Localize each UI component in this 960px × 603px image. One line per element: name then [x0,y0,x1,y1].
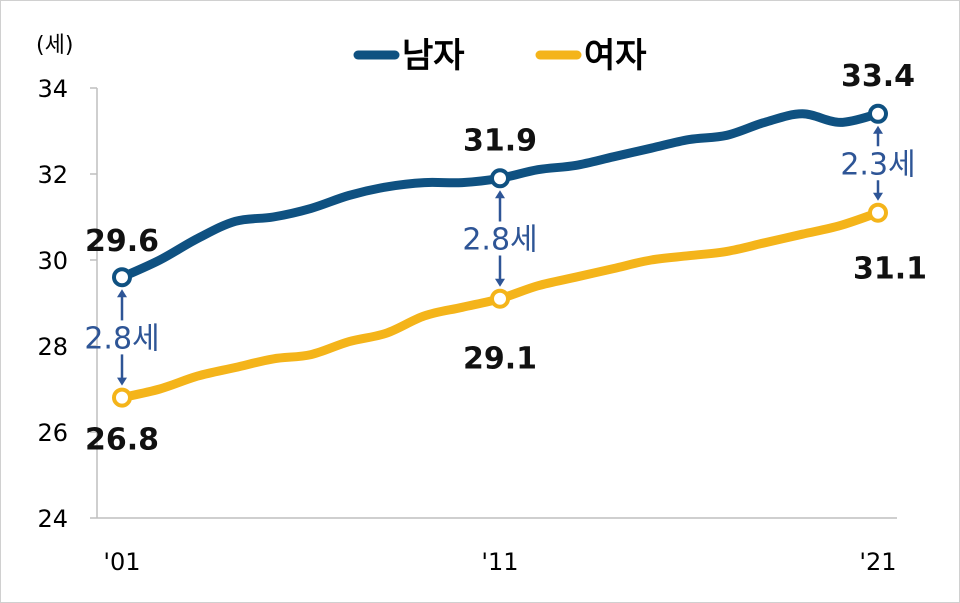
legend: 남자 여자 [353,36,647,76]
gap-arrow-head-down [117,377,127,386]
data-label-male: 33.4 [841,59,915,94]
y-tick-label: 26 [37,419,68,447]
x-tick-label: '21 [859,548,896,576]
x-tick-label: '01 [103,548,140,576]
data-point-male [868,103,888,124]
data-label-female: 31.1 [853,252,927,287]
gap-arrow-head-up [495,190,505,199]
data-label-male: 29.6 [85,224,159,259]
gap-arrow-head-down [873,192,883,201]
gap-label: 2.3세 [840,147,915,182]
y-tick-label: 24 [37,505,68,533]
legend-label-female: 여자 [584,36,647,76]
x-tick-label: '11 [481,548,518,576]
y-unit-label: (세) [36,33,73,58]
y-tick-label: 34 [37,75,68,103]
data-point-male [112,267,132,288]
y-tick-label: 30 [37,247,68,275]
data-point-female [868,202,888,223]
gap-arrow-head-up [873,125,883,134]
gap-arrow-head-down [495,278,505,287]
data-label-male: 31.9 [463,123,537,158]
gap-label: 2.8세 [462,223,537,258]
data-point-male [490,168,510,189]
legend-label-male: 남자 [402,36,465,76]
gap-arrow-head-up [117,289,127,298]
data-point-female [112,387,132,408]
y-tick-label: 28 [37,333,68,361]
data-label-female: 29.1 [463,342,537,377]
data-point-female [490,288,510,309]
gap-label: 2.8세 [84,321,159,356]
data-label-female: 26.8 [85,423,159,458]
y-tick-label: 32 [37,161,68,189]
